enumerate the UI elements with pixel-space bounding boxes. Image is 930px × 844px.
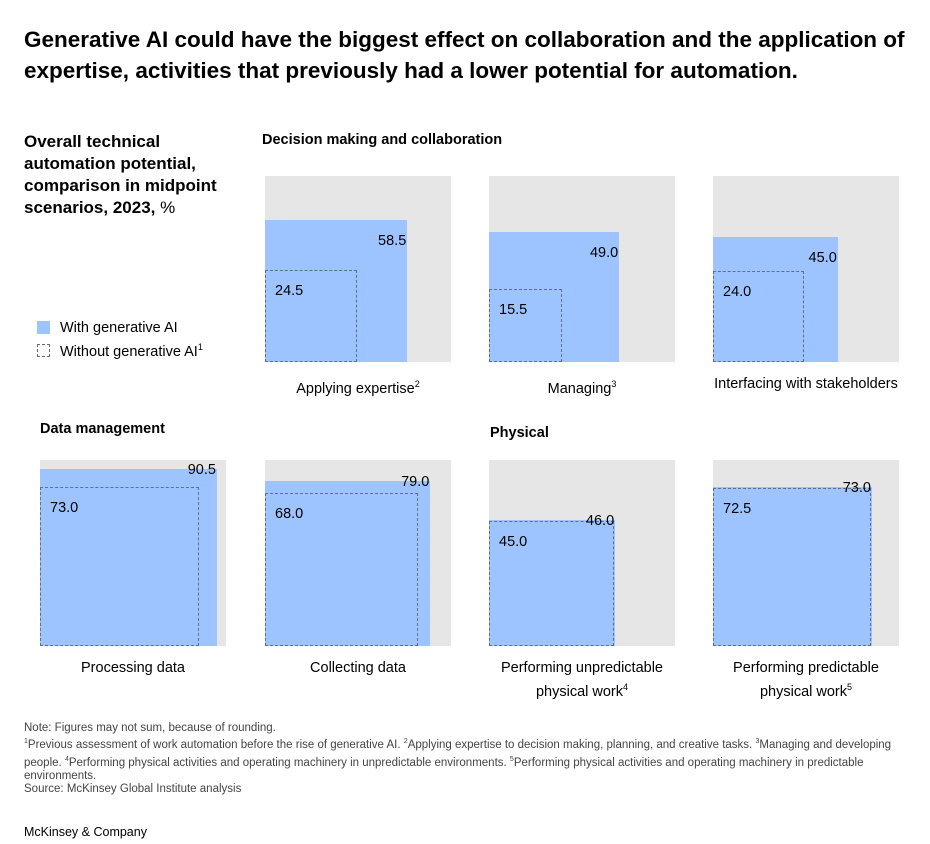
bar-with-generative-ai xyxy=(713,237,838,362)
bar-with-generative-ai xyxy=(489,231,620,362)
data-label-with: 73.0 xyxy=(842,480,871,497)
legend-swatch-with xyxy=(37,321,50,334)
section-title-physical: Physical xyxy=(490,425,549,441)
footnote-5: Performing physical activities and opera… xyxy=(24,756,864,782)
footnote-1: Previous assessment of work automation b… xyxy=(27,739,401,752)
panel-performing-predictable-physical-work: 73.0 72.5 xyxy=(713,460,899,646)
panel-label-sup: 3 xyxy=(611,379,617,389)
legend-label-without: Without generative AI1 xyxy=(60,342,203,360)
bar-without-generative-ai xyxy=(713,487,872,646)
footnote-4: Performing physical activities and opera… xyxy=(68,756,507,769)
panel-processing-data: 90.5 73.0 xyxy=(40,460,226,646)
panel-performing-unpredictable-physical-work: 46.0 45.0 xyxy=(489,460,675,646)
legend: With generative AI Without generative AI… xyxy=(37,316,203,362)
panel-label-sup: 2 xyxy=(414,379,420,389)
data-label-with: 45.0 xyxy=(808,250,837,267)
panel-label-text: Managing xyxy=(547,380,612,397)
panel-label-interfacing-with-stakeholders: Interfacing with stakeholders xyxy=(686,375,926,394)
data-label-without: 73.0 xyxy=(50,500,79,517)
panel-label-text: Applying expertise xyxy=(296,380,415,397)
panel-label-managing: Managing3 xyxy=(462,375,702,399)
section-title-decision: Decision making and collaboration xyxy=(262,132,503,148)
panel-label-text: Performing unpredictable physical work xyxy=(500,660,663,700)
footnote-marker-4: 4 xyxy=(64,755,69,763)
chart-title: Generative AI could have the biggest eff… xyxy=(24,27,905,83)
subtitle-unit: % xyxy=(160,198,176,217)
data-label-with: 58.5 xyxy=(378,232,407,249)
data-label-with: 79.0 xyxy=(401,473,430,490)
panel-label-text: Performing predictable physical work xyxy=(733,660,879,700)
panel-label-text: Collecting data xyxy=(310,660,406,676)
bar-without-generative-ai xyxy=(489,521,614,646)
section-title-data: Data management xyxy=(40,421,165,437)
bar-without-generative-ai xyxy=(713,270,805,362)
legend-item-without: Without generative AI1 xyxy=(37,339,203,362)
legend-label-with: With generative AI xyxy=(60,319,178,336)
bar-with-generative-ai xyxy=(265,480,431,646)
panel-label-processing-data: Processing data xyxy=(13,659,253,678)
footnote-marker-5: 5 xyxy=(509,755,514,763)
footnote-marker-1: 1 xyxy=(24,738,28,746)
panel-label-sup: 4 xyxy=(623,682,629,692)
bar-without-generative-ai xyxy=(265,269,358,362)
bar-without-generative-ai xyxy=(40,487,199,646)
footnote-3: Managing and developing people. xyxy=(24,739,892,769)
legend-item-with: With generative AI xyxy=(37,316,203,339)
panel-collecting-data: 79.0 68.0 xyxy=(265,460,451,646)
footnote-list: 1Previous assessment of work automation … xyxy=(24,735,904,783)
data-label-without: 72.5 xyxy=(723,500,752,517)
bar-with-generative-ai xyxy=(713,487,872,646)
source-note: Source: McKinsey Global Institute analys… xyxy=(24,783,242,796)
data-label-with: 46.0 xyxy=(585,512,615,529)
data-label-without: 45.0 xyxy=(499,534,528,551)
panel-label-performing-unpredictable-physical-work: Performing unpredictable physical work4 xyxy=(492,659,672,702)
data-label-with: 49.0 xyxy=(589,244,619,261)
data-label-with: 90.5 xyxy=(187,462,216,479)
brand-logo-text: McKinsey & Company xyxy=(24,825,147,839)
panel-label-text: Interfacing with stakeholders xyxy=(714,376,898,392)
panel-label-text: Processing data xyxy=(81,660,185,676)
data-label-without: 24.5 xyxy=(275,282,304,299)
bar-with-generative-ai xyxy=(40,469,217,646)
panel-label-applying-expertise: Applying expertise2 xyxy=(238,375,478,399)
bar-without-generative-ai xyxy=(265,492,419,646)
subtitle-text: Overall technical automation potential, … xyxy=(24,132,217,217)
footnote-marker-2: 2 xyxy=(403,738,408,746)
panel-label-collecting-data: Collecting data xyxy=(238,659,478,678)
chart-subtitle: Overall technical automation potential, … xyxy=(24,131,234,219)
note-rounding: Note: Figures may not sum, because of ro… xyxy=(24,722,276,734)
footnote-marker-3: 3 xyxy=(755,738,760,746)
panel-label-performing-predictable-physical-work: Performing predictable physical work5 xyxy=(716,659,896,702)
footnotes: Note: Figures may not sum, because of ro… xyxy=(24,722,904,797)
panel-managing: 49.0 15.5 xyxy=(489,176,675,362)
footnote-2: Applying expertise to decision making, p… xyxy=(407,739,753,752)
data-label-without: 15.5 xyxy=(499,301,528,318)
bar-with-generative-ai xyxy=(489,519,616,646)
data-label-without: 68.0 xyxy=(275,505,304,522)
legend-label-without-sup: 1 xyxy=(197,341,203,352)
data-label-without: 24.0 xyxy=(723,283,752,300)
panel-applying-expertise: 58.5 24.5 xyxy=(265,176,451,362)
panel-label-sup: 5 xyxy=(847,682,853,692)
panel-interfacing-with-stakeholders: 45.0 24.0 xyxy=(713,176,899,362)
legend-label-without-text: Without generative AI xyxy=(60,343,198,360)
legend-swatch-without xyxy=(37,344,50,357)
bar-with-generative-ai xyxy=(265,219,408,362)
bar-without-generative-ai xyxy=(489,288,563,362)
